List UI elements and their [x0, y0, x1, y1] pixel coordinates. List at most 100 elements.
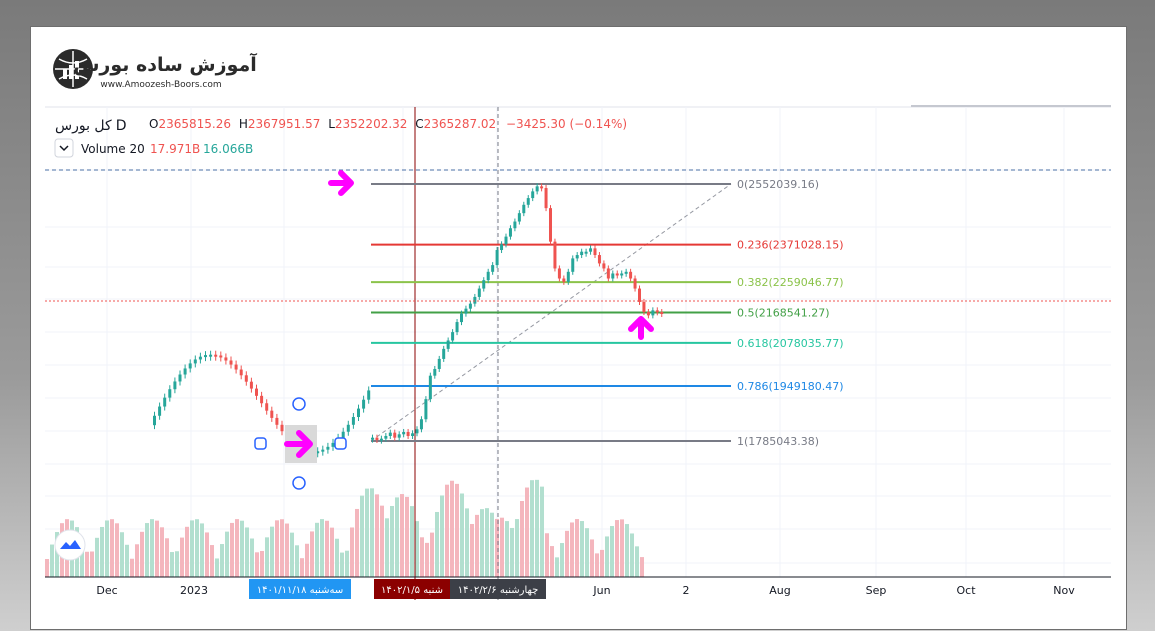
- legend: کل بورس D O2365815.26 H2367951.57 L235220…: [54, 117, 627, 158]
- candle: [357, 408, 360, 418]
- handle-top[interactable]: [292, 397, 306, 411]
- svg-text:۱۴۰۲/۱/۵ شنبه: ۱۴۰۲/۱/۵ شنبه: [381, 585, 443, 596]
- volume-value-2: 16.066B: [203, 142, 253, 156]
- candle: [316, 451, 320, 454]
- svg-text:چهارشنبه ۱۴۰۲/۲/۶: چهارشنبه ۱۴۰۲/۲/۶: [458, 585, 539, 596]
- x-axis: Dec 2023 Jun 2 Aug Sep Oct Nov: [96, 584, 1075, 597]
- volume-bar: [120, 532, 124, 577]
- volume-bar: [500, 517, 504, 577]
- candle: [275, 417, 279, 425]
- volume-bar: [335, 538, 339, 577]
- x-tick-label: Jun: [592, 584, 610, 597]
- volume-bar: [215, 558, 219, 577]
- volume-bar: [440, 495, 444, 577]
- candle: [442, 348, 446, 359]
- volume-bar: [165, 538, 169, 577]
- volume-bar: [575, 519, 579, 577]
- candle: [602, 263, 606, 269]
- volume-bar: [140, 531, 144, 577]
- arrow-right-icon: [284, 430, 313, 458]
- candles: [153, 183, 664, 458]
- candle: [214, 354, 218, 357]
- volume-bar: [110, 519, 114, 577]
- candle: [584, 251, 588, 254]
- volume-bar: [225, 531, 229, 577]
- candle: [495, 250, 499, 266]
- volume-bar: [450, 480, 454, 577]
- volume-bar: [465, 508, 469, 577]
- candle: [433, 368, 437, 376]
- candle: [531, 191, 535, 199]
- candle: [384, 435, 388, 439]
- candle: [553, 241, 557, 269]
- candle: [589, 248, 593, 252]
- volume-bar: [135, 544, 139, 577]
- volume-bar: [175, 551, 179, 577]
- volume-bar: [560, 543, 564, 577]
- volume-bar: [550, 546, 554, 577]
- handle-bottom[interactable]: [292, 476, 306, 490]
- volume-bar: [365, 488, 369, 577]
- candle: [260, 395, 264, 404]
- volume-bar: [320, 519, 324, 577]
- volume-bar: [480, 509, 484, 577]
- volume-bar: [285, 523, 289, 577]
- volume-bar: [185, 526, 189, 577]
- candle: [204, 355, 207, 358]
- candle: [249, 381, 253, 389]
- volume-bar: [385, 518, 389, 577]
- candle: [367, 390, 371, 400]
- candle: [437, 358, 441, 369]
- volume-bar: [305, 543, 309, 577]
- volume-bar: [435, 511, 439, 577]
- volume-bar: [325, 520, 329, 577]
- volume-bar: [90, 551, 94, 577]
- candle: [379, 438, 383, 441]
- x-tick-label: Nov: [1053, 584, 1075, 597]
- volume-bar: [485, 508, 489, 577]
- volume-bar: [50, 544, 54, 577]
- volume-bar: [585, 528, 589, 577]
- candle: [451, 332, 455, 341]
- fib-label-1: 0.236(2371028.15): [737, 239, 844, 252]
- volume-bar: [350, 527, 354, 577]
- candle: [486, 271, 490, 281]
- candle: [606, 268, 610, 279]
- volume-bar: [535, 479, 539, 577]
- handle-right[interactable]: [334, 437, 347, 450]
- collapse-button[interactable]: [54, 138, 74, 158]
- volume-bar: [155, 520, 159, 577]
- handle-left[interactable]: [254, 437, 267, 450]
- logo: آموزش ساده بورس www.Amoozesh-Boors.com: [53, 49, 257, 90]
- candle: [397, 434, 401, 438]
- volume-bar: [610, 526, 614, 577]
- candle: [549, 208, 552, 242]
- x-tick-label: 2: [683, 584, 690, 597]
- candle: [522, 204, 526, 214]
- candle: [624, 271, 628, 274]
- volume-bar: [520, 501, 524, 577]
- fib-label-2: 0.382(2259046.77): [737, 276, 844, 289]
- candle: [402, 431, 406, 435]
- candle: [580, 251, 584, 256]
- candle: [508, 228, 512, 237]
- candle: [419, 419, 423, 430]
- candle: [411, 433, 415, 436]
- candle: [415, 429, 419, 434]
- volume-bar: [455, 483, 459, 577]
- candle: [406, 431, 410, 436]
- date-badge-2: ۱۴۰۲/۱/۵ شنبه: [374, 579, 450, 599]
- volume-bar: [45, 559, 49, 577]
- candle: [280, 424, 284, 432]
- candle: [393, 432, 397, 438]
- volume-bar: [230, 522, 234, 577]
- tradingview-logo-button[interactable]: [54, 529, 86, 561]
- candle: [265, 403, 269, 411]
- volume-bar: [235, 519, 239, 577]
- fib-label-4: 0.618(2078035.77): [737, 337, 844, 350]
- volume-bar: [625, 524, 629, 577]
- fibonacci-retracement[interactable]: 0(2552039.16) 0.236(2371028.15) 0.382(2259…: [370, 178, 844, 448]
- logo-url: www.Amoozesh-Boors.com: [100, 80, 221, 90]
- legend-ohlc: O2365815.26 H2367951.57 L2352202.32 C236…: [149, 117, 627, 131]
- volume-bar: [445, 484, 449, 577]
